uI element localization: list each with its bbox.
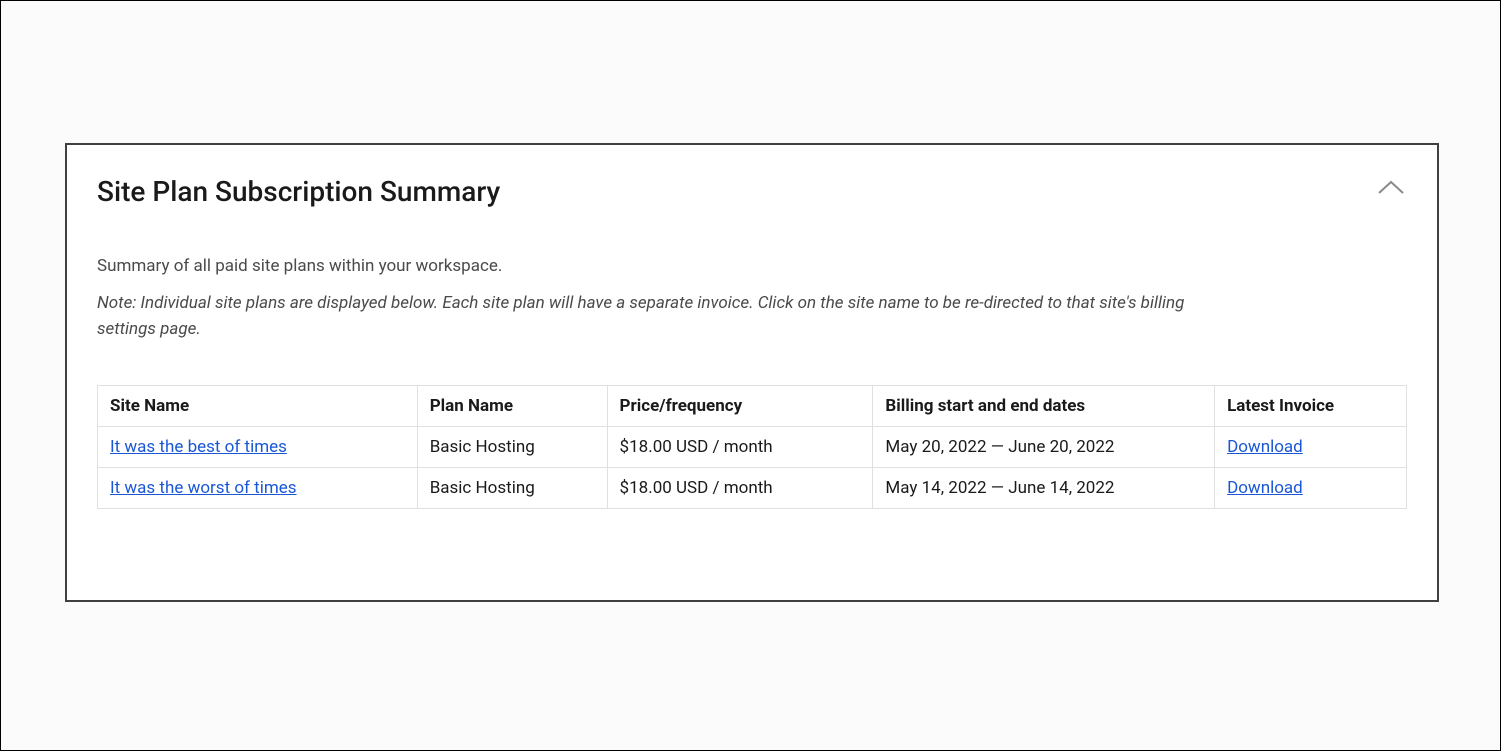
price-cell: $18.00 USD / month	[607, 467, 873, 508]
viewport: Site Plan Subscription Summary Summary o…	[0, 0, 1501, 751]
col-billing-dates: Billing start and end dates	[873, 385, 1215, 426]
billing-dates-cell: May 20, 2022 — June 20, 2022	[873, 426, 1215, 467]
col-plan-name: Plan Name	[417, 385, 607, 426]
download-invoice-link[interactable]: Download	[1227, 478, 1303, 498]
plan-name-cell: Basic Hosting	[417, 426, 607, 467]
table-row: It was the best of times Basic Hosting $…	[98, 426, 1407, 467]
subscription-summary-panel: Site Plan Subscription Summary Summary o…	[65, 143, 1439, 602]
col-latest-invoice: Latest Invoice	[1215, 385, 1407, 426]
summary-description: Summary of all paid site plans within yo…	[97, 256, 1407, 276]
summary-note: Note: Individual site plans are displaye…	[97, 290, 1217, 343]
panel-header: Site Plan Subscription Summary	[97, 175, 1407, 256]
col-site-name: Site Name	[98, 385, 418, 426]
site-name-link[interactable]: It was the worst of times	[110, 478, 297, 498]
billing-dates-cell: May 14, 2022 — June 14, 2022	[873, 467, 1215, 508]
col-price-frequency: Price/frequency	[607, 385, 873, 426]
table-row: It was the worst of times Basic Hosting …	[98, 467, 1407, 508]
price-cell: $18.00 USD / month	[607, 426, 873, 467]
collapse-chevron-up-icon[interactable]	[1377, 179, 1405, 201]
table-header-row: Site Name Plan Name Price/frequency Bill…	[98, 385, 1407, 426]
download-invoice-link[interactable]: Download	[1227, 437, 1303, 457]
panel-title: Site Plan Subscription Summary	[97, 175, 500, 208]
site-plans-table: Site Name Plan Name Price/frequency Bill…	[97, 385, 1407, 509]
site-name-link[interactable]: It was the best of times	[110, 437, 287, 457]
plan-name-cell: Basic Hosting	[417, 467, 607, 508]
